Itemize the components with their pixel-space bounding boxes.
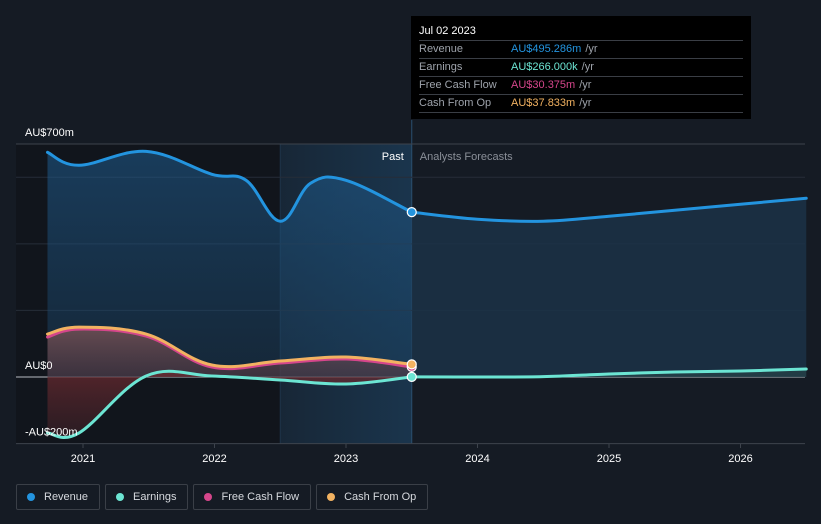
- x-tick-label: 2026: [728, 453, 752, 465]
- tooltip-value: AU$37.833m: [511, 97, 576, 109]
- y-tick-label: -AU$200m: [25, 427, 78, 439]
- legend-item-cash-from-op[interactable]: Cash From Op: [316, 484, 429, 510]
- revenue-area-forecast: [411, 198, 807, 377]
- earnings-area-forecast: [411, 369, 807, 378]
- tooltip-label: Free Cash Flow: [419, 79, 497, 91]
- x-tick-label: 2021: [71, 453, 95, 465]
- tooltip-label: Cash From Op: [419, 97, 492, 109]
- past-label: Past: [382, 151, 404, 163]
- legend-label: Earnings: [133, 491, 177, 503]
- earnings-dot-icon: [116, 493, 125, 501]
- revenue-dot-icon: [27, 493, 35, 501]
- cash-from-op-marker: [406, 359, 417, 370]
- tooltip-row-revenue: Revenue AU$495.286m /yr: [419, 41, 743, 59]
- tooltip-date: Jul 02 2023: [419, 23, 743, 41]
- y-tick-label: AU$700m: [25, 127, 74, 139]
- tooltip-label: Earnings: [419, 61, 463, 73]
- earnings-area-past: [47, 371, 412, 438]
- legend-label: Free Cash Flow: [221, 491, 300, 503]
- revenue-line-past: [45, 149, 414, 223]
- tooltip-unit: /yr: [579, 79, 592, 91]
- legend-item-earnings[interactable]: Earnings: [105, 484, 189, 510]
- revenue-marker: [406, 207, 417, 218]
- revenue-area-past: [47, 151, 412, 377]
- earnings-marker: [406, 371, 417, 383]
- cash-from-op-dot-icon: [327, 493, 336, 501]
- legend-label: Revenue: [44, 491, 89, 503]
- x-tick-label: 2024: [465, 453, 489, 465]
- x-tick-label: 2022: [202, 453, 226, 465]
- cash-from-op-area: [47, 327, 412, 377]
- tooltip-row-free-cash-flow: Free Cash Flow AU$30.375m /yr: [419, 77, 743, 95]
- tooltip-row-cash-from-op: Cash From Op AU$37.833m /yr: [419, 95, 743, 113]
- tooltip-unit: /yr: [581, 61, 594, 73]
- tooltip-unit: /yr: [579, 97, 592, 109]
- tooltip-row-earnings: Earnings AU$266.000k /yr: [419, 59, 743, 77]
- free-cash-flow-line-past: [45, 327, 414, 371]
- earnings-line-forecast: [410, 367, 808, 379]
- tooltip: Jul 02 2023 Revenue AU$495.286m /yr Earn…: [411, 16, 751, 119]
- legend-item-revenue[interactable]: Revenue: [16, 484, 101, 510]
- cash-from-op-line-past: [45, 325, 414, 369]
- earnings-line-past: [45, 369, 414, 439]
- tooltip-label: Revenue: [419, 43, 464, 55]
- x-tick-label: 2025: [597, 453, 621, 465]
- forecast-label: Analysts Forecasts: [420, 151, 513, 163]
- tooltip-unit: /yr: [585, 43, 598, 55]
- tooltip-value: AU$266.000k: [511, 61, 578, 73]
- y-tick-label: AU$0: [25, 360, 53, 372]
- legend-item-free-cash-flow[interactable]: Free Cash Flow: [193, 484, 312, 510]
- free-cash-flow-dot-icon: [204, 493, 213, 501]
- tooltip-value: AU$30.375m: [511, 79, 576, 91]
- revenue-line-forecast: [410, 196, 808, 223]
- tooltip-value: AU$495.286m: [511, 43, 582, 55]
- legend-label: Cash From Op: [344, 491, 417, 503]
- x-tick-label: 2023: [334, 453, 358, 465]
- legend: Revenue Earnings Free Cash Flow Cash Fro…: [16, 484, 429, 510]
